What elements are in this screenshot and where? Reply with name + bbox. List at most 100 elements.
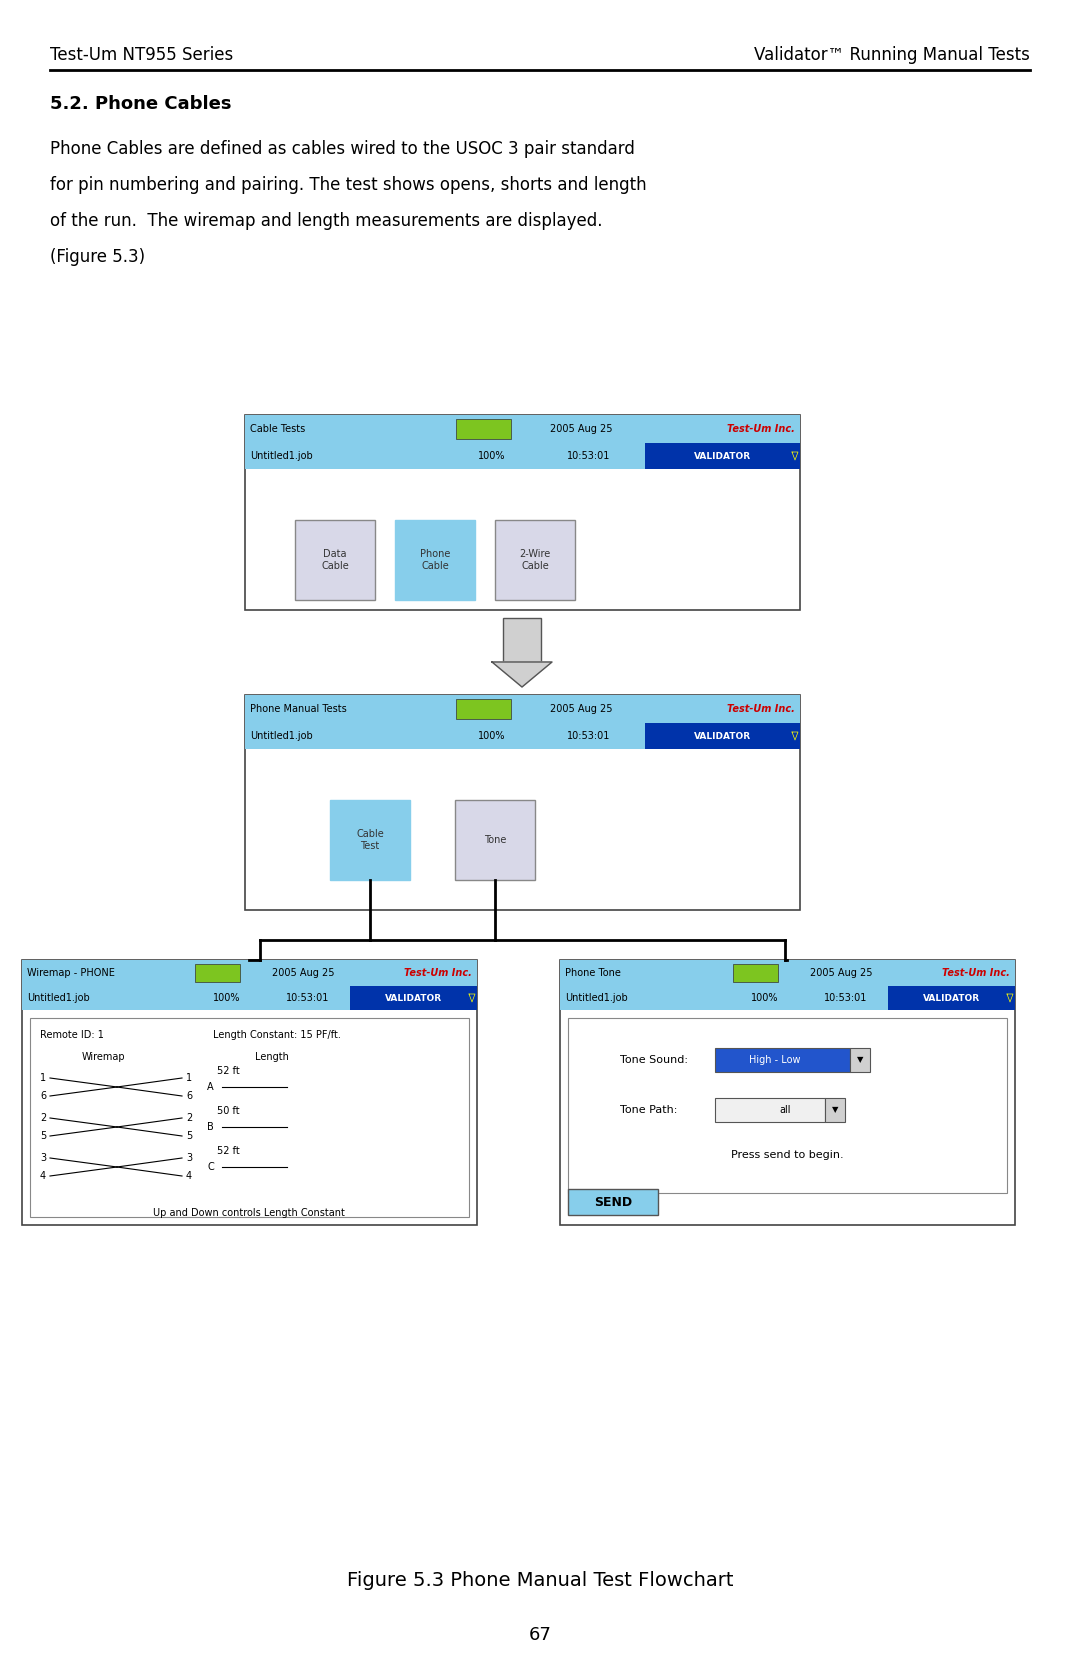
Text: of the run.  The wiremap and length measurements are displayed.: of the run. The wiremap and length measu… bbox=[50, 212, 603, 230]
Text: 100%: 100% bbox=[478, 451, 505, 461]
Text: VALIDATOR: VALIDATOR bbox=[384, 993, 442, 1003]
Text: 100%: 100% bbox=[478, 731, 505, 741]
Bar bbox=[350, 986, 477, 1010]
Text: 2: 2 bbox=[40, 1113, 46, 1123]
Text: for pin numbering and pairing. The test shows opens, shorts and length: for pin numbering and pairing. The test … bbox=[50, 175, 647, 194]
Text: 67: 67 bbox=[528, 1626, 552, 1644]
Bar bbox=[456, 699, 512, 719]
Bar bbox=[22, 986, 477, 1010]
Text: 5: 5 bbox=[186, 1132, 192, 1142]
Text: 100%: 100% bbox=[213, 993, 241, 1003]
Text: Cable Tests: Cable Tests bbox=[249, 424, 306, 434]
Text: Phone Cables are defined as cables wired to the USOC 3 pair standard: Phone Cables are defined as cables wired… bbox=[50, 140, 635, 159]
Text: 4: 4 bbox=[186, 1172, 192, 1182]
Bar bbox=[22, 960, 477, 1225]
Text: 10:53:01: 10:53:01 bbox=[824, 993, 867, 1003]
Text: 1: 1 bbox=[186, 1073, 192, 1083]
Text: 5.2. Phone Cables: 5.2. Phone Cables bbox=[50, 95, 231, 113]
Bar bbox=[495, 521, 575, 599]
Bar bbox=[561, 986, 1015, 1010]
Bar bbox=[456, 419, 512, 439]
Text: ▼: ▼ bbox=[856, 1055, 863, 1065]
Text: Untitled1.job: Untitled1.job bbox=[27, 993, 90, 1003]
Text: Phone
Cable: Phone Cable bbox=[420, 549, 450, 571]
Text: 3: 3 bbox=[40, 1153, 46, 1163]
Bar bbox=[245, 416, 800, 442]
Bar bbox=[395, 521, 475, 599]
Text: Wiremap - PHONE: Wiremap - PHONE bbox=[27, 968, 114, 978]
Text: 2-Wire
Cable: 2-Wire Cable bbox=[519, 549, 551, 571]
Bar bbox=[568, 1018, 1007, 1193]
Text: Tone: Tone bbox=[484, 834, 507, 845]
Text: 100%: 100% bbox=[751, 993, 779, 1003]
Bar bbox=[645, 442, 800, 469]
Bar bbox=[245, 694, 800, 910]
Text: Wiremap: Wiremap bbox=[82, 1051, 125, 1061]
Text: 2005 Aug 25: 2005 Aug 25 bbox=[550, 704, 612, 714]
Bar bbox=[245, 694, 800, 723]
Text: 10:53:01: 10:53:01 bbox=[567, 731, 610, 741]
Bar bbox=[561, 960, 1015, 1225]
Text: 10:53:01: 10:53:01 bbox=[286, 993, 329, 1003]
Text: VALIDATOR: VALIDATOR bbox=[922, 993, 980, 1003]
Text: C: C bbox=[207, 1162, 214, 1172]
Text: 6: 6 bbox=[186, 1092, 192, 1102]
Text: Figure 5.3 Phone Manual Test Flowchart: Figure 5.3 Phone Manual Test Flowchart bbox=[347, 1571, 733, 1589]
Bar bbox=[733, 965, 779, 981]
Text: Press send to begin.: Press send to begin. bbox=[731, 1150, 843, 1160]
Text: all: all bbox=[780, 1105, 791, 1115]
Polygon shape bbox=[492, 663, 552, 688]
Text: Phone Tone: Phone Tone bbox=[565, 968, 621, 978]
Text: 2005 Aug 25: 2005 Aug 25 bbox=[272, 968, 335, 978]
Bar bbox=[330, 799, 410, 880]
Text: Untitled1.job: Untitled1.job bbox=[249, 731, 313, 741]
Text: 6: 6 bbox=[40, 1092, 46, 1102]
Text: 2005 Aug 25: 2005 Aug 25 bbox=[550, 424, 612, 434]
Bar bbox=[455, 799, 535, 880]
Text: (Figure 5.3): (Figure 5.3) bbox=[50, 249, 145, 265]
Text: Remote ID: 1: Remote ID: 1 bbox=[40, 1030, 104, 1040]
Text: Phone Manual Tests: Phone Manual Tests bbox=[249, 704, 347, 714]
Bar bbox=[30, 1018, 469, 1217]
Text: Test-Um Inc.: Test-Um Inc. bbox=[727, 704, 795, 714]
Text: 3: 3 bbox=[186, 1153, 192, 1163]
Bar bbox=[503, 618, 541, 663]
Bar bbox=[22, 960, 477, 986]
Bar bbox=[295, 521, 375, 599]
Text: VALIDATOR: VALIDATOR bbox=[693, 452, 751, 461]
Bar bbox=[245, 442, 800, 469]
Text: Validator™ Running Manual Tests: Validator™ Running Manual Tests bbox=[754, 47, 1030, 63]
Text: Untitled1.job: Untitled1.job bbox=[249, 451, 313, 461]
Text: 52 ft: 52 ft bbox=[217, 1066, 240, 1077]
Text: 1: 1 bbox=[40, 1073, 46, 1083]
Text: 5: 5 bbox=[40, 1132, 46, 1142]
Text: VALIDATOR: VALIDATOR bbox=[693, 731, 751, 741]
Text: Up and Down controls Length Constant: Up and Down controls Length Constant bbox=[153, 1208, 345, 1218]
Text: ▼: ▼ bbox=[832, 1105, 838, 1115]
Bar bbox=[561, 960, 1015, 986]
Bar bbox=[825, 1098, 845, 1122]
Text: 2: 2 bbox=[186, 1113, 192, 1123]
Bar bbox=[245, 723, 800, 749]
Text: Test-Um Inc.: Test-Um Inc. bbox=[727, 424, 795, 434]
Text: 2005 Aug 25: 2005 Aug 25 bbox=[810, 968, 873, 978]
Bar bbox=[245, 416, 800, 609]
Text: High - Low: High - Low bbox=[750, 1055, 800, 1065]
Text: SEND: SEND bbox=[594, 1195, 632, 1208]
Text: Tone Sound:: Tone Sound: bbox=[620, 1055, 688, 1065]
Text: 4: 4 bbox=[40, 1172, 46, 1182]
Text: Test-Um Inc.: Test-Um Inc. bbox=[404, 968, 472, 978]
Bar bbox=[715, 1048, 850, 1071]
Text: Data
Cable: Data Cable bbox=[321, 549, 349, 571]
Text: 50 ft: 50 ft bbox=[217, 1107, 240, 1117]
Bar bbox=[645, 723, 800, 749]
Text: Length Constant: 15 PF/ft.: Length Constant: 15 PF/ft. bbox=[213, 1030, 341, 1040]
Bar bbox=[194, 965, 241, 981]
Text: Cable
Test: Cable Test bbox=[356, 829, 383, 851]
Text: Test-Um NT955 Series: Test-Um NT955 Series bbox=[50, 47, 233, 63]
Text: 10:53:01: 10:53:01 bbox=[567, 451, 610, 461]
Bar bbox=[888, 986, 1015, 1010]
Text: Untitled1.job: Untitled1.job bbox=[565, 993, 627, 1003]
Text: Length: Length bbox=[255, 1051, 288, 1061]
Bar bbox=[850, 1048, 870, 1071]
